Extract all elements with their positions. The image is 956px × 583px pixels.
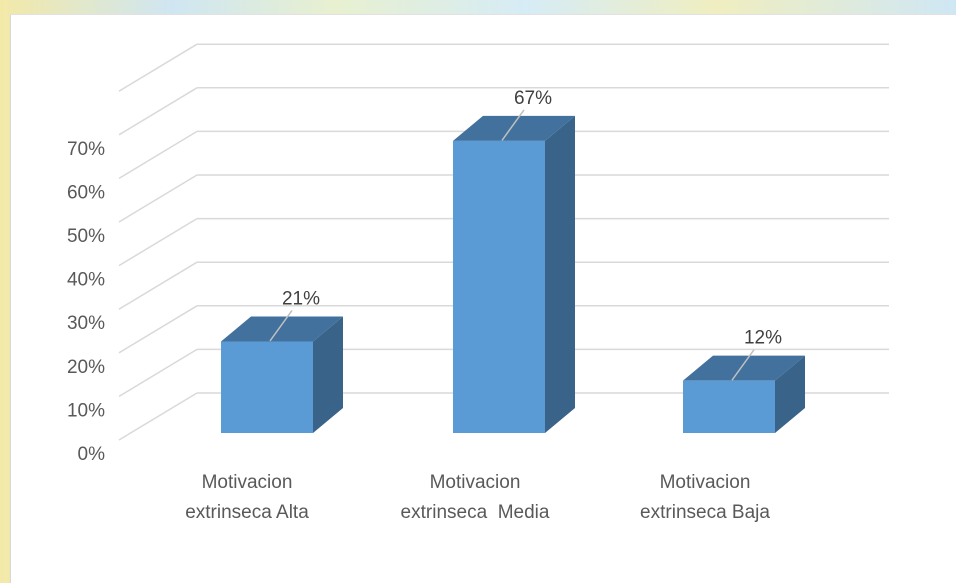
category-label: extrinseca Media [401, 502, 550, 523]
gridline-slant [118, 130, 198, 180]
bar-side [545, 115, 575, 433]
y-tick-label: 30% [67, 313, 105, 334]
category-label: Motivacion [202, 472, 293, 493]
bar-side [313, 316, 343, 433]
chart-frame: 0% 10% 20% 30% 40% 50% 60% 70% 21% 67% 12% Motivaci… [10, 14, 956, 583]
y-tick-label: 70% [67, 139, 105, 160]
gridline-slant [118, 305, 198, 354]
data-label-leader [501, 109, 525, 141]
bar [453, 140, 545, 433]
bar-top [221, 316, 343, 342]
bar-chart: 0% 10% 20% 30% 40% 50% 60% 70% 21% 67% 12% Motivaci… [67, 43, 889, 523]
gridline-slant [118, 174, 198, 223]
bar [221, 341, 313, 433]
bar-top [453, 115, 575, 141]
data-label: 12% [744, 328, 782, 349]
gridline-slant [118, 261, 198, 310]
y-tick-label: 50% [67, 226, 105, 247]
bar-top [683, 355, 805, 381]
y-tick-label: 0% [78, 444, 106, 465]
data-label-leader [731, 349, 755, 381]
category-label: Motivacion [430, 472, 521, 493]
data-label-leader [269, 310, 293, 342]
data-label: 67% [514, 88, 552, 109]
y-tick-label: 60% [67, 182, 105, 203]
gridline-slant [118, 217, 198, 267]
bar [683, 380, 775, 433]
gridline-slant [118, 87, 198, 136]
y-tick-label: 10% [67, 400, 105, 421]
y-tick-label: 40% [67, 270, 105, 291]
gridline-slant [118, 348, 198, 398]
gridline-slant [118, 43, 198, 92]
bar-side [775, 355, 805, 433]
category-label: Motivacion [660, 472, 751, 493]
gridline-slant [118, 392, 198, 441]
y-tick-label: 20% [67, 357, 105, 378]
category-label: extrinseca Baja [640, 502, 770, 523]
data-label: 21% [282, 288, 320, 309]
category-label: extrinseca Alta [185, 502, 309, 523]
